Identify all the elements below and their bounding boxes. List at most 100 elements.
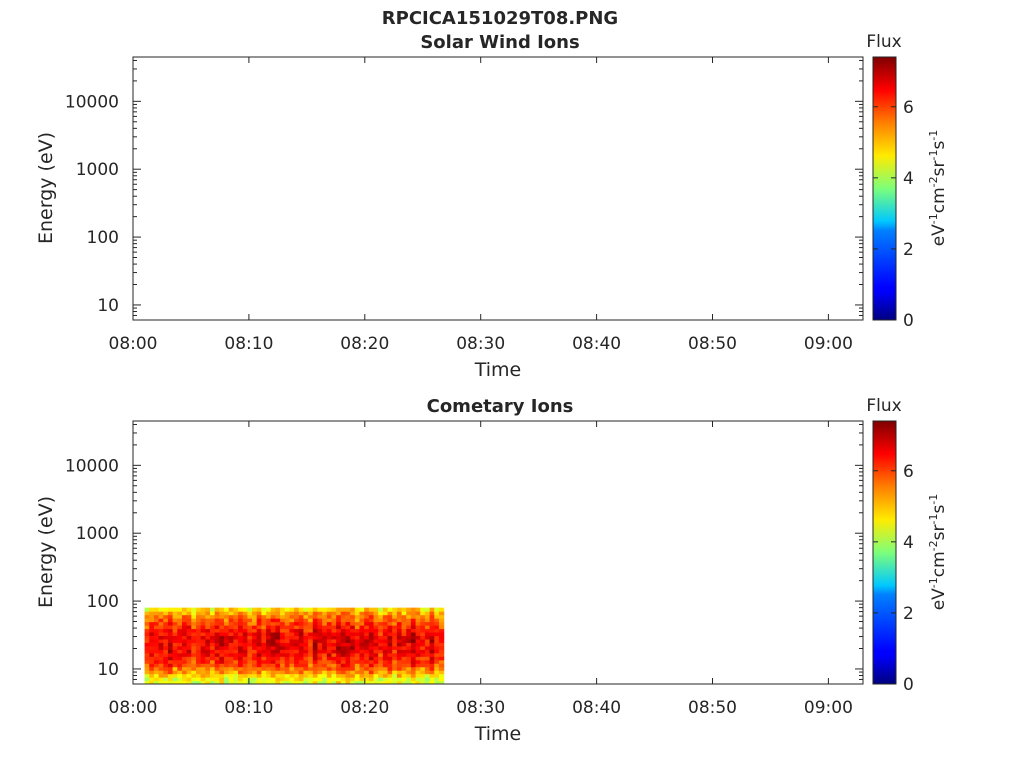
spectrogram-cell (429, 642, 435, 647)
spectrogram-cell (238, 614, 244, 619)
spectrogram-cell (382, 659, 389, 664)
spectrogram-cell (181, 631, 188, 637)
spectrogram-cell (322, 670, 328, 675)
spectrogram-cell (373, 611, 379, 616)
spectrogram-cell (224, 677, 230, 682)
spectrogram-cell (275, 614, 281, 619)
spectrogram-cell (373, 625, 379, 630)
spectrogram-cell (438, 631, 445, 637)
spectrogram-cell (434, 625, 440, 630)
spectrogram-cell (322, 618, 328, 623)
spectrogram-cell (158, 652, 164, 657)
spectrogram-cell (144, 656, 150, 661)
spectrogram-cell (359, 635, 365, 640)
spectrogram-cell (228, 621, 234, 626)
spectrogram-cell (195, 635, 202, 640)
spectrogram-cell (289, 607, 295, 612)
spectrogram-cell (181, 621, 188, 626)
spectrogram-cell (177, 680, 183, 684)
spectrogram-cell (317, 652, 323, 657)
spectrogram-cell (149, 673, 155, 678)
spectrogram-cell (317, 638, 323, 643)
spectrogram-cell (438, 625, 445, 630)
spectrogram-cell (172, 625, 178, 630)
spectrogram-cell (242, 628, 248, 633)
spectrogram-cell (195, 656, 202, 661)
spectrogram-cell (200, 677, 206, 682)
spectrogram-cell (186, 645, 192, 650)
spectrogram-cell (280, 635, 286, 640)
spectrogram-cell (266, 680, 272, 684)
spectrogram-cell (284, 656, 291, 661)
spectrogram-cell (373, 638, 379, 643)
spectrogram-cell (420, 625, 426, 630)
spectrogram-cell (167, 656, 174, 661)
spectrogram-cell (200, 673, 206, 678)
spectrogram-cell (406, 666, 412, 671)
spectrogram-cell (434, 635, 440, 640)
spectrogram-cell (326, 645, 333, 650)
spectrogram-cell (247, 614, 253, 619)
spectrogram-cell (205, 652, 211, 657)
spectrogram-cell (149, 670, 155, 675)
spectrogram-cell (373, 659, 379, 664)
spectrogram-cell (172, 618, 178, 623)
spectrogram-cell (158, 656, 164, 661)
spectrogram-cell (354, 677, 361, 682)
spectrogram-cell (387, 656, 393, 661)
spectrogram-cell (438, 659, 445, 664)
spectrogram-cell (373, 635, 379, 640)
spectrogram-cell (401, 663, 407, 668)
spectrogram-cell (191, 673, 197, 678)
spectrogram-cell (438, 649, 445, 654)
spectrogram-cell (224, 628, 230, 633)
spectrogram-cell (406, 652, 412, 657)
spectrogram-cell (429, 652, 435, 657)
spectrogram-cell (340, 621, 347, 626)
spectrogram-cell (382, 611, 389, 616)
spectrogram-cell (181, 618, 188, 623)
spectrogram-cell (359, 673, 365, 678)
spectrogram-cell (186, 635, 192, 640)
spectrogram-cell (382, 628, 389, 633)
spectrogram-cell (186, 663, 192, 668)
spectrogram-cell (289, 652, 295, 657)
spectrogram-cell (177, 673, 183, 678)
spectrogram-cell (205, 618, 211, 623)
spectrogram-cell (153, 670, 160, 675)
spectrogram-cell (167, 642, 174, 647)
spectrogram-cell (364, 656, 370, 661)
spectrogram-cell (382, 649, 389, 654)
spectrogram-cell (359, 638, 365, 643)
spectrogram-cell (387, 618, 393, 623)
spectrogram-cell (289, 670, 295, 675)
spectrogram-cell (420, 635, 426, 640)
spectrogram-cell (252, 625, 258, 630)
spectrogram-cell (195, 677, 202, 682)
spectrogram-cell (210, 659, 216, 664)
spectrogram-cell (186, 618, 192, 623)
spectrogram-cell (294, 638, 300, 643)
spectrogram-cell (167, 614, 174, 619)
spectrogram-cell (434, 638, 440, 643)
spectrogram-cell (177, 628, 183, 633)
spectrogram-cell (247, 621, 253, 626)
spectrogram-cell (252, 663, 258, 668)
spectrogram-cell (214, 607, 220, 612)
spectrogram-cell (219, 621, 225, 626)
spectrogram-cell (317, 666, 323, 671)
spectrogram-cell (177, 618, 183, 623)
spectrogram-cell (429, 625, 435, 630)
spectrogram-cell (364, 652, 370, 657)
spectrogram-cell (186, 625, 192, 630)
spectrogram-cell (181, 635, 188, 640)
spectrogram-cell (382, 618, 389, 623)
spectrogram-cell (308, 656, 314, 661)
spectrogram-cell (149, 680, 155, 684)
spectrogram-cell (280, 621, 286, 626)
spectrogram-cell (317, 680, 323, 684)
spectrogram-cell (280, 670, 286, 675)
spectrogram-cell (233, 673, 239, 678)
spectrogram-cell (331, 670, 337, 675)
spectrogram-cell (406, 649, 412, 654)
